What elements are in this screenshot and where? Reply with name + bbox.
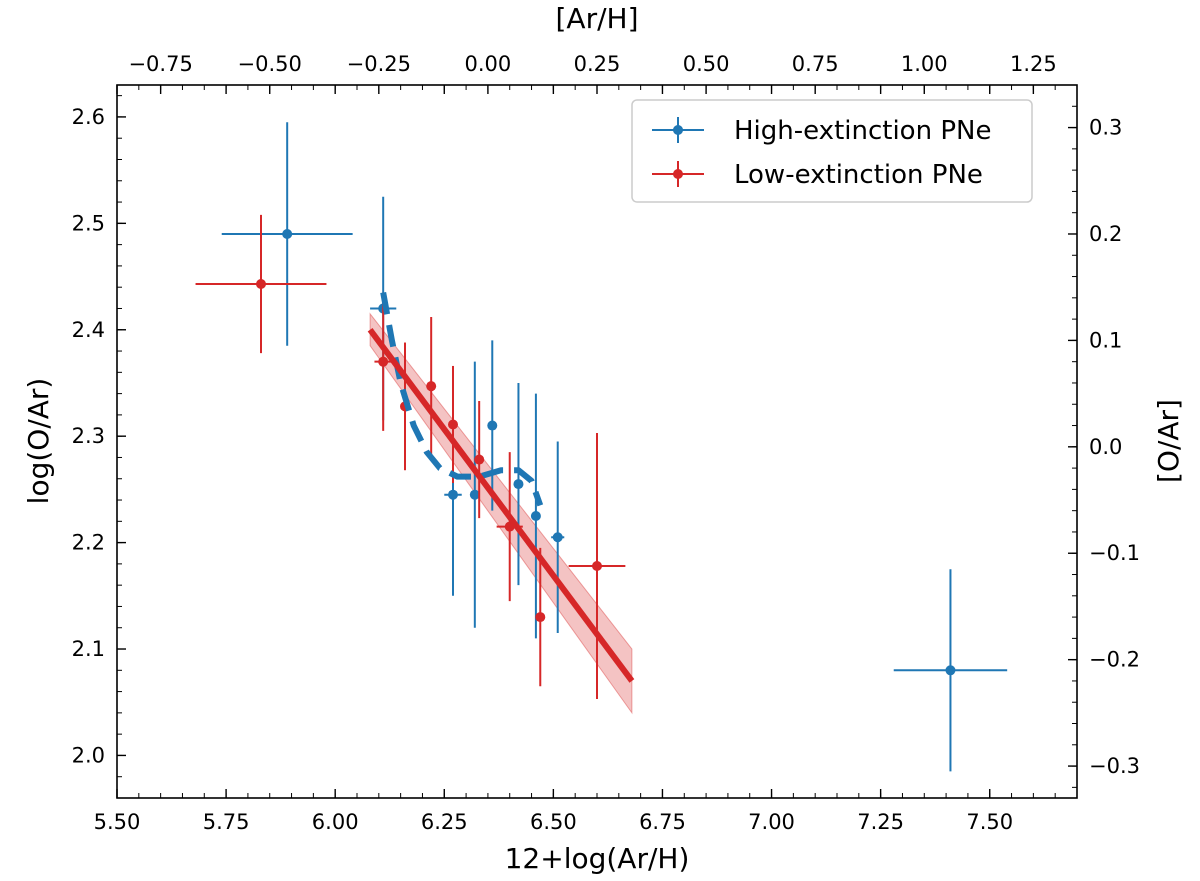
point-marker <box>448 489 458 500</box>
legend-label: Low-extinction PNe <box>734 160 983 190</box>
point-marker <box>469 489 480 500</box>
right-y-tick-label: 0.1 <box>1089 328 1122 352</box>
data-point <box>474 401 485 519</box>
point-marker <box>426 381 437 392</box>
legend-marker-dot <box>673 169 683 179</box>
top-x-tick-label: −0.50 <box>238 52 302 76</box>
top-x-tick-label: −0.25 <box>347 52 411 76</box>
top-x-tick-label: 1.00 <box>901 52 948 76</box>
legend-entry: Low-extinction PNe <box>652 160 983 190</box>
top-x-axis-label: [Ar/H] <box>555 2 638 35</box>
x-tick-label: 6.00 <box>312 810 359 834</box>
linear-fit-line <box>367 327 635 683</box>
point-marker <box>552 532 563 543</box>
axes: 5.50 5.75 6.00 6.25 6.50 6.75 7.00 7.25 7.50 2.0 2… <box>72 52 1140 834</box>
top-x-tick-label: 1.25 <box>1010 52 1057 76</box>
x-tick-label: 6.25 <box>421 810 468 834</box>
legend: High-extinction PNe Low-extinction PNe <box>631 99 1033 203</box>
x-tick-label: 6.50 <box>530 810 577 834</box>
y-tick-label: 2.6 <box>72 105 105 129</box>
x-tick-label: 7.50 <box>966 810 1013 834</box>
data-point <box>195 214 327 354</box>
x-tick-label: 7.25 <box>857 810 904 834</box>
y-tick-label: 2.5 <box>72 211 105 235</box>
data-point <box>535 547 546 687</box>
y-tick-label: 2.1 <box>72 637 105 661</box>
y-tick-label: 2.2 <box>72 531 105 555</box>
point-marker <box>592 561 602 572</box>
x-tick-label: 5.50 <box>94 810 141 834</box>
right-y-tick-label: −0.1 <box>1089 541 1140 565</box>
y-tick-label: 2.4 <box>72 318 105 342</box>
dashed-fit-curve <box>380 291 544 507</box>
point-marker <box>487 420 498 431</box>
top-x-tick-label: 0.25 <box>574 52 621 76</box>
top-x-tick-label: −0.75 <box>128 52 192 76</box>
point-marker <box>535 612 546 623</box>
x-axis-label: 12+log(Ar/H) <box>505 842 690 875</box>
data-point <box>469 361 480 628</box>
point-marker <box>378 356 389 367</box>
point-marker <box>530 510 541 521</box>
data-point <box>513 382 524 586</box>
right-y-tick-label: 0.3 <box>1089 116 1122 140</box>
x-tick-label: 7.00 <box>748 810 795 834</box>
right-y-tick-label: 0.2 <box>1089 222 1122 246</box>
legend-label: High-extinction PNe <box>734 116 991 146</box>
right-y-tick-label: −0.2 <box>1089 648 1140 672</box>
point-marker <box>448 419 458 430</box>
legend-entry: High-extinction PNe <box>652 116 991 146</box>
data-point <box>448 365 458 484</box>
data-point <box>551 441 565 634</box>
y-tick-label: 2.0 <box>72 743 105 767</box>
y-tick-label: 2.3 <box>72 424 105 448</box>
top-x-tick-label: 0.75 <box>792 52 839 76</box>
data-point <box>530 393 541 639</box>
top-x-tick-label: 0.00 <box>465 52 512 76</box>
data-point <box>487 340 498 511</box>
legend-box <box>631 99 1033 203</box>
fit-line <box>367 291 635 683</box>
point-marker <box>474 454 485 465</box>
point-marker <box>256 279 266 290</box>
point-marker <box>513 479 524 490</box>
point-marker <box>945 665 956 676</box>
right-y-tick-label: −0.3 <box>1089 754 1140 778</box>
data-point <box>374 292 392 431</box>
x-tick-label: 5.75 <box>203 810 250 834</box>
y-axis-label: log(O/Ar) <box>22 378 55 505</box>
data-point <box>893 569 1008 772</box>
confidence-band-area <box>369 312 633 715</box>
data-points <box>195 122 1008 772</box>
right-y-tick-label: 0.0 <box>1089 435 1122 459</box>
top-x-tick-label: 0.50 <box>683 52 730 76</box>
confidence-band <box>369 312 633 715</box>
data-point <box>568 432 626 700</box>
data-point <box>221 122 353 346</box>
legend-marker-dot <box>673 125 683 135</box>
right-y-axis-label: [O/Ar] <box>1152 399 1185 483</box>
x-tick-label: 6.75 <box>639 810 686 834</box>
point-marker <box>282 228 293 239</box>
data-point <box>426 316 437 456</box>
